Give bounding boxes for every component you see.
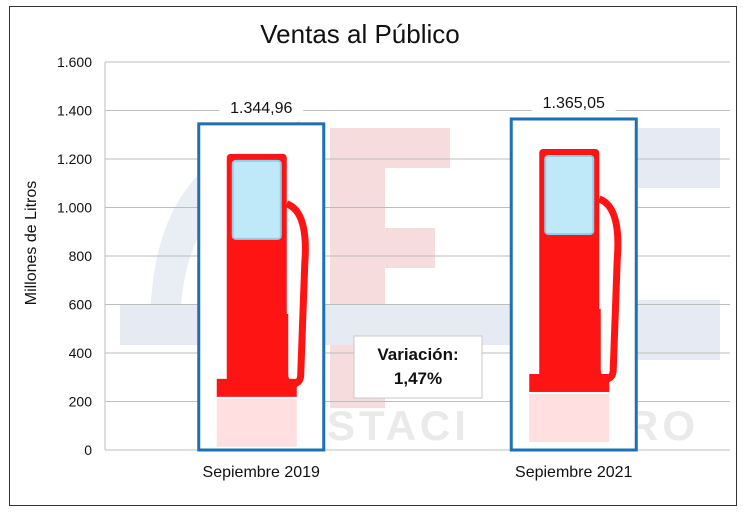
y-axis-label: Millones de Litros <box>23 181 40 306</box>
svg-text:1.344,96: 1.344,96 <box>230 100 292 117</box>
bar <box>509 117 638 452</box>
bars: 1.344,96 1.365,05 <box>197 90 638 452</box>
x-category-label: Sepiembre 2021 <box>515 464 633 481</box>
svg-text:RO: RO <box>628 402 699 449</box>
annotation-label: Variación: <box>377 345 458 364</box>
y-tick-label: 1.000 <box>57 200 92 216</box>
bar-value-label: 1.344,96 <box>219 95 304 118</box>
y-tick-label: 800 <box>69 248 93 264</box>
x-axis-categories: Sepiembre 2019 Sepiembre 2021 <box>203 464 633 481</box>
y-tick-label: 400 <box>69 345 93 361</box>
y-tick-label: 200 <box>69 394 93 410</box>
y-tick-label: 1.600 <box>57 54 92 70</box>
variation-annotation: Variación: 1,47% <box>353 335 483 399</box>
y-axis-ticks: 0 200 400 600 800 1.000 1.200 1.400 1.600 <box>57 54 92 458</box>
bar <box>197 122 326 452</box>
svg-text:1.365,05: 1.365,05 <box>543 95 605 112</box>
y-tick-label: 1.400 <box>57 103 92 119</box>
chart-title: Ventas al Público <box>260 19 459 49</box>
x-category-label: Sepiembre 2019 <box>203 464 321 481</box>
fuel-pump-icon <box>216 153 309 447</box>
y-tick-label: 0 <box>84 442 92 458</box>
y-tick-label: 600 <box>69 297 93 313</box>
y-tick-label: 1.200 <box>57 151 92 167</box>
bar-value-label: 1.365,05 <box>531 90 616 113</box>
annotation-value: 1,47% <box>394 369 442 388</box>
fuel-pump-icon <box>529 148 622 442</box>
